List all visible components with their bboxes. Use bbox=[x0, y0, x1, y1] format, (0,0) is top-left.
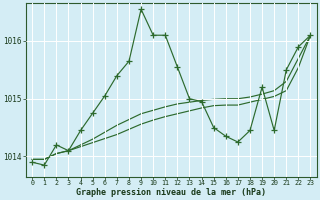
X-axis label: Graphe pression niveau de la mer (hPa): Graphe pression niveau de la mer (hPa) bbox=[76, 188, 266, 197]
